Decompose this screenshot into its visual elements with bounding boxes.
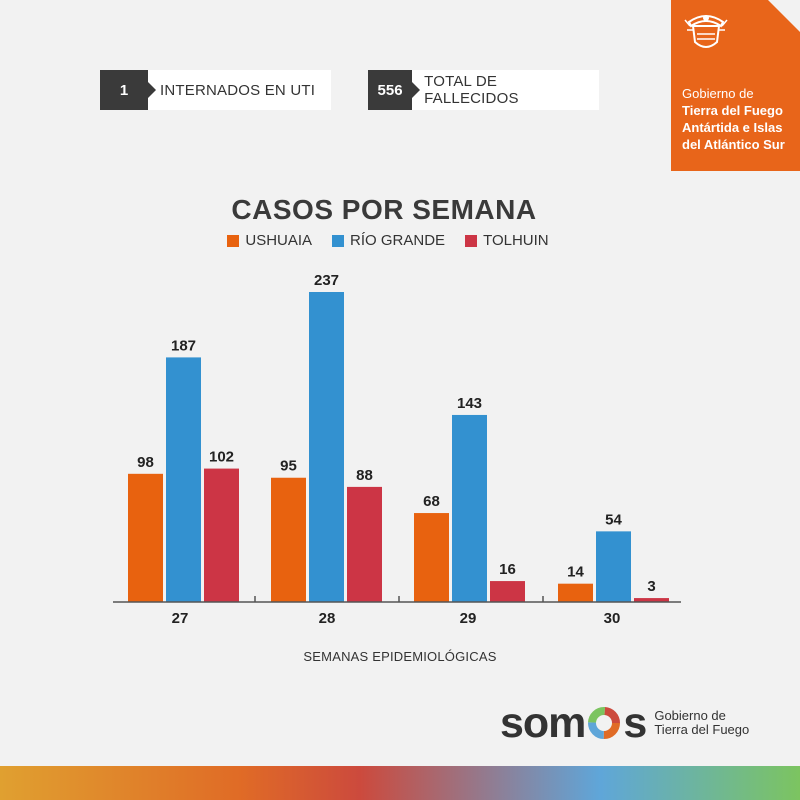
- gov-line-2: Tierra del Fuego: [682, 103, 783, 118]
- data-label-rio-grande-week-27: 187: [171, 337, 196, 354]
- bar-ushuaia-week-30: [558, 583, 593, 602]
- bar-tolhuin-week-27: [204, 468, 239, 602]
- legend-swatch-ushuaia: [227, 234, 240, 247]
- bar-ushuaia-week-29: [414, 513, 449, 602]
- somos-logo-left: som: [500, 698, 586, 747]
- x-tick-label-30: 30: [604, 610, 621, 627]
- government-name: Gobierno de Tierra del Fuego Antártida e…: [682, 85, 800, 153]
- brand-sub-line-2: Tierra del Fuego: [654, 722, 750, 737]
- x-tick-label-29: 29: [460, 610, 477, 627]
- bar-rio-grande-week-29: [452, 414, 487, 602]
- somos-ring-icon: [588, 707, 621, 739]
- stat-fallecidos: 556 TOTAL DE FALLECIDOS: [368, 70, 599, 110]
- legend-label-tolhuin: TOLHUIN: [483, 232, 549, 249]
- data-label-ushuaia-week-28: 95: [280, 458, 297, 475]
- stat-fallecidos-label: TOTAL DE FALLECIDOS: [424, 73, 519, 107]
- data-label-ushuaia-week-29: 68: [423, 493, 440, 510]
- somos-brand: som s Gobierno de Tierra del Fuego: [500, 698, 749, 748]
- chart-legend: USHUAIA RÍO GRANDE TOLHUIN: [0, 232, 776, 249]
- data-label-tolhuin-week-29: 16: [499, 561, 516, 578]
- stat-fallecidos-value: 556: [368, 70, 421, 110]
- stat-internados-label: INTERNADOS EN UTI: [160, 81, 316, 99]
- x-tick-label-28: 28: [319, 610, 336, 627]
- government-badge: Gobierno de Tierra del Fuego Antártida e…: [671, 0, 800, 171]
- bar-rio-grande-week-28: [309, 292, 344, 602]
- bar-rio-grande-week-27: [166, 357, 201, 602]
- legend-label-ushuaia: USHUAIA: [245, 232, 313, 249]
- bar-ushuaia-week-27: [128, 473, 163, 602]
- chart-title: CASOS POR SEMANA: [231, 194, 537, 225]
- data-label-rio-grande-week-30: 54: [605, 511, 622, 528]
- page-fold-corner: [768, 0, 800, 32]
- somos-logo-right: s: [623, 698, 647, 747]
- data-label-tolhuin-week-30: 3: [647, 578, 655, 595]
- legend-swatch-rio-grande: [332, 234, 345, 247]
- crest-icon: [684, 15, 728, 48]
- x-tick-label-27: 27: [172, 610, 189, 627]
- gov-line-3: Antártida e Islas: [682, 120, 783, 135]
- footer-gradient-bar: [0, 766, 800, 800]
- bar-tolhuin-week-30: [634, 598, 669, 602]
- data-label-tolhuin-week-28: 88: [356, 467, 373, 484]
- somos-logo: som s: [500, 698, 647, 748]
- bar-rio-grande-week-30: [596, 531, 631, 602]
- data-label-tolhuin-week-27: 102: [209, 449, 234, 466]
- stat-internados-value: 1: [100, 70, 156, 110]
- data-label-ushuaia-week-30: 14: [567, 564, 584, 581]
- data-label-rio-grande-week-28: 237: [314, 272, 339, 289]
- legend-swatch-tolhuin: [465, 234, 478, 247]
- bar-tolhuin-week-28: [347, 486, 382, 602]
- legend-item-ushuaia: USHUAIA: [227, 232, 312, 249]
- bar-ushuaia-week-28: [271, 477, 306, 602]
- brand-sub-line-1: Gobierno de: [654, 708, 726, 723]
- brand-subtitle: Gobierno de Tierra del Fuego: [654, 709, 749, 737]
- data-label-ushuaia-week-27: 98: [137, 454, 154, 471]
- data-label-rio-grande-week-29: 143: [457, 395, 482, 412]
- legend-label-rio-grande: RÍO GRANDE: [350, 232, 446, 249]
- legend-item-tolhuin: TOLHUIN: [465, 232, 549, 249]
- x-axis-title: SEMANAS EPIDEMIOLÓGICAS: [303, 649, 497, 664]
- gov-line-4: del Atlántico Sur: [682, 137, 785, 152]
- bar-tolhuin-week-29: [490, 581, 525, 602]
- legend-item-rio-grande: RÍO GRANDE: [332, 232, 445, 249]
- stat-internados: 1 INTERNADOS EN UTI: [100, 70, 331, 110]
- gov-line-1: Gobierno de: [682, 86, 754, 101]
